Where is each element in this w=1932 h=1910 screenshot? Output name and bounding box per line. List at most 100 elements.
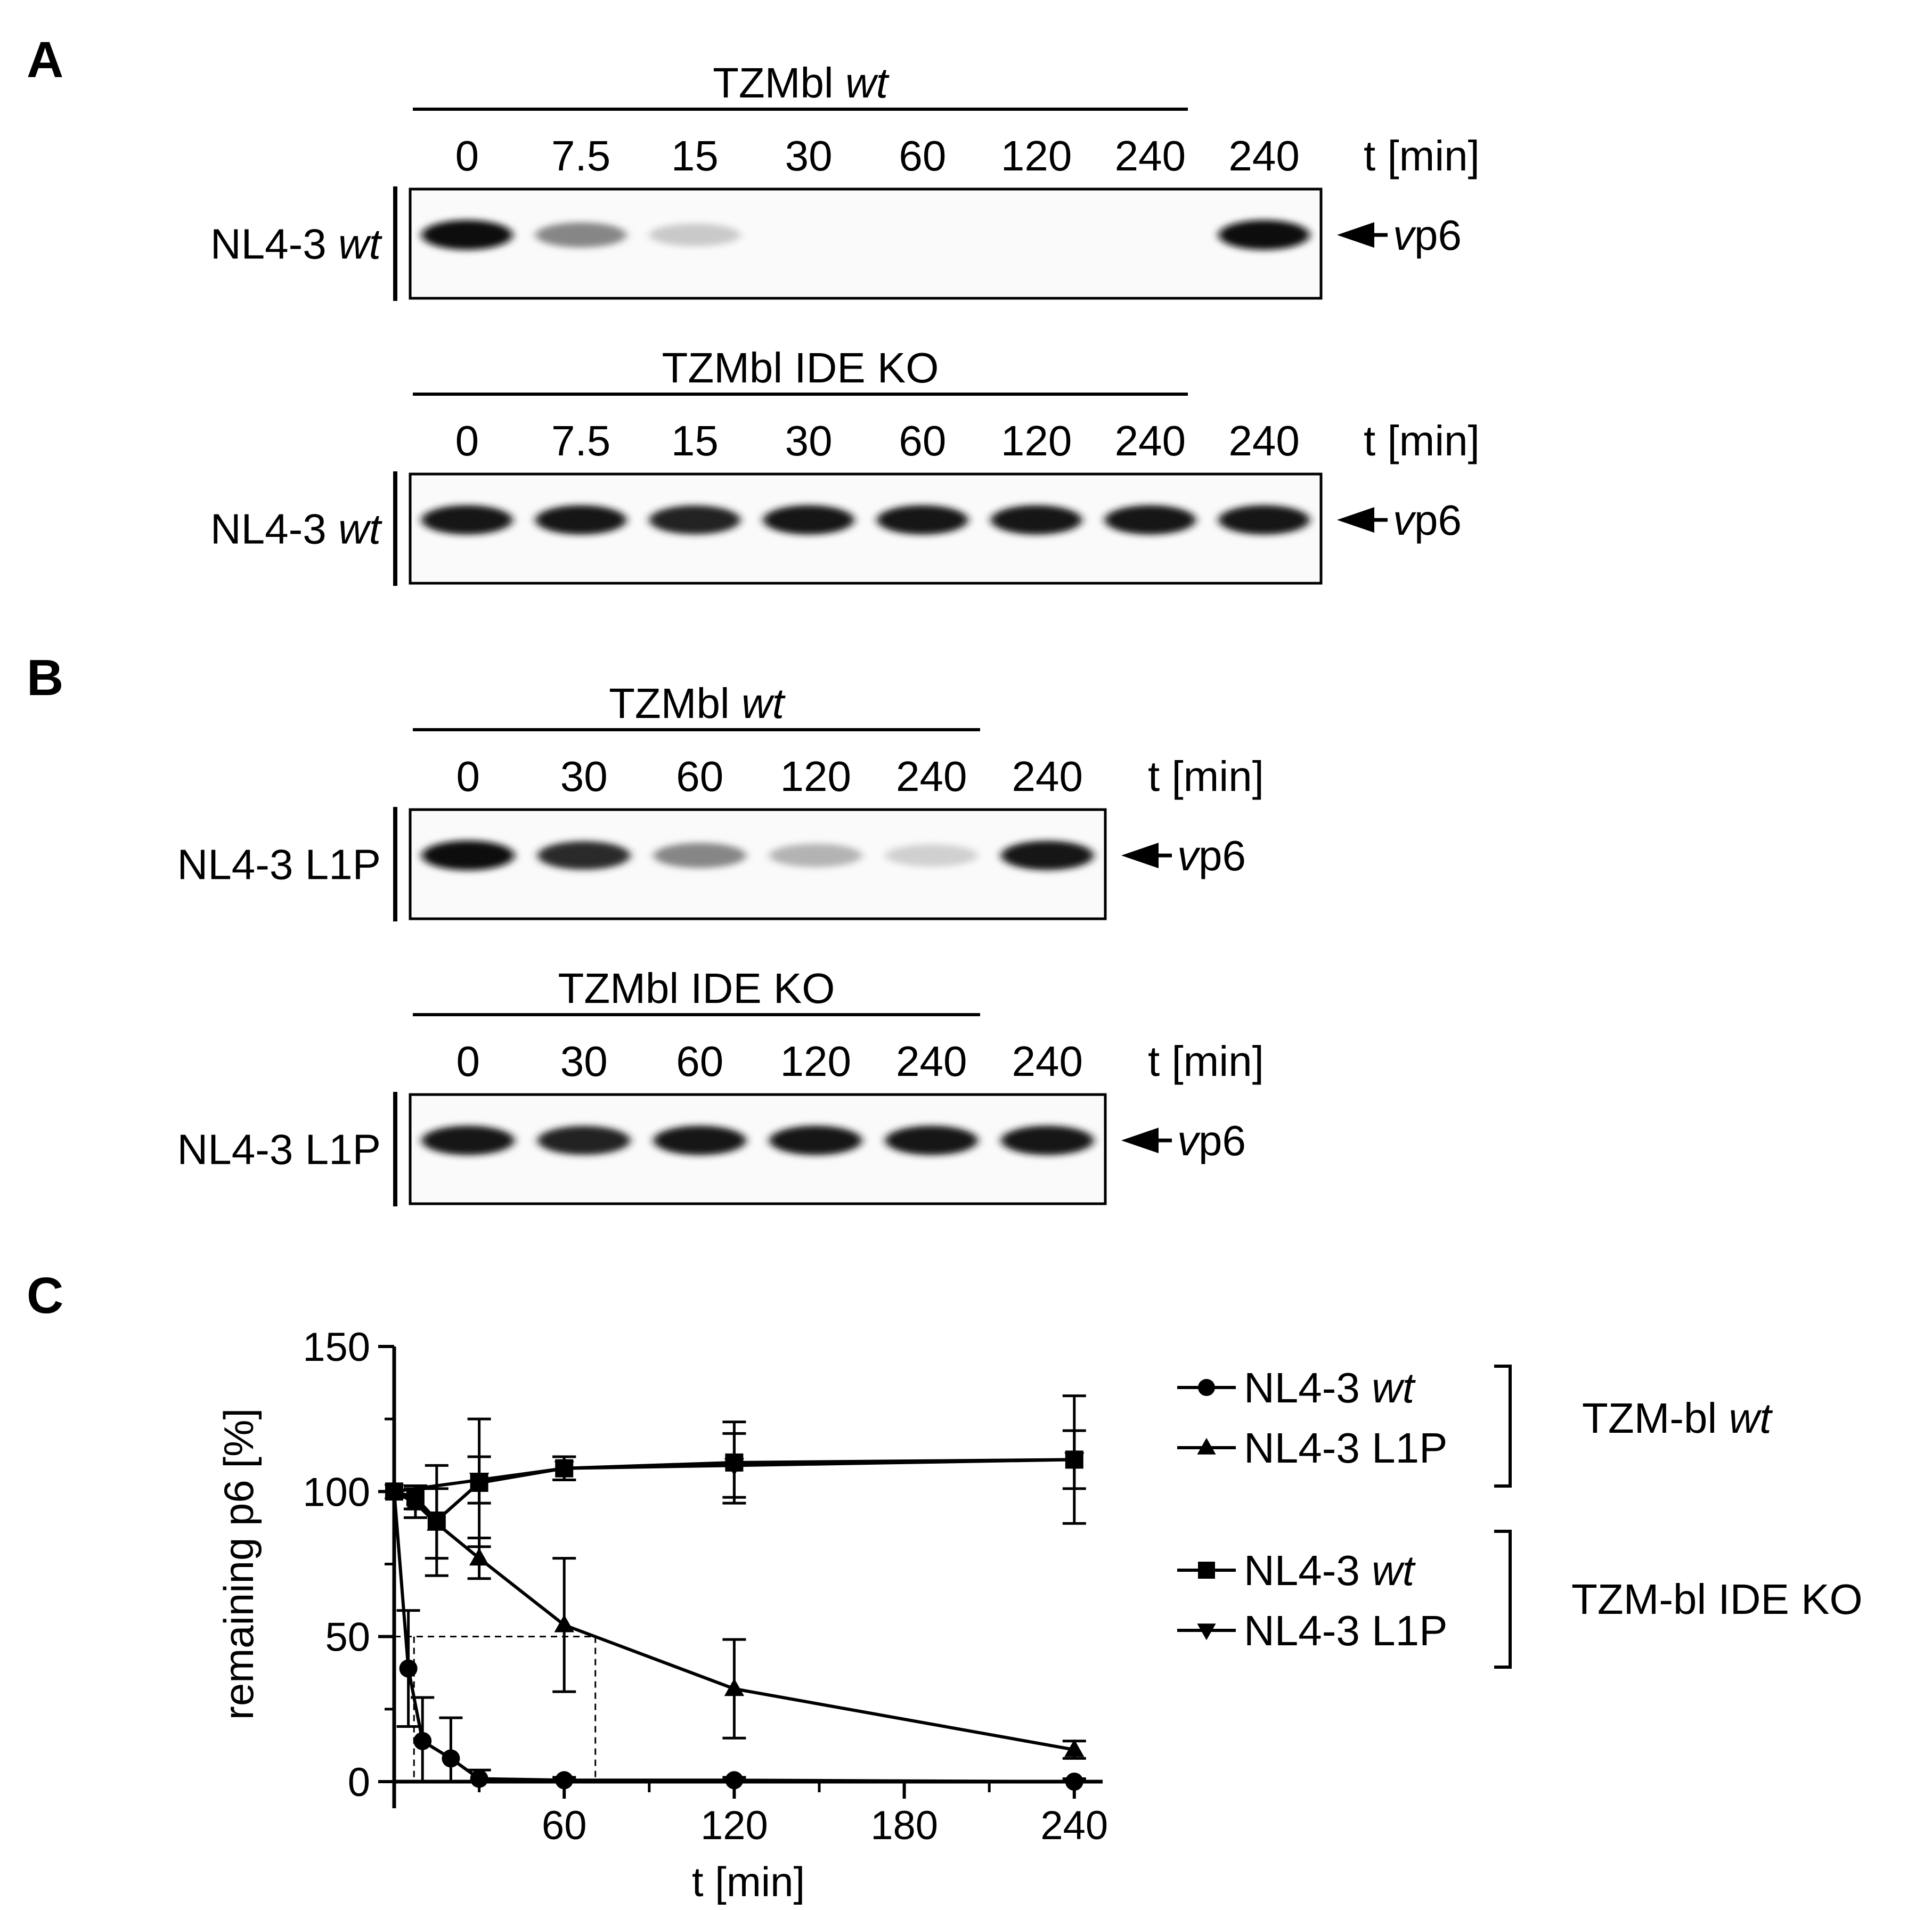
marker-label-em: v: [1177, 1117, 1201, 1164]
data-point-triangle-up: [554, 1614, 574, 1633]
row-label-pre: NL4-3 L1P: [177, 1126, 381, 1173]
blot-header-pre: TZMbl: [609, 680, 741, 727]
data-point-triangle-up: [469, 1548, 490, 1566]
marker-label-post: p6: [1199, 1117, 1246, 1164]
blot-header-pre: TZMbl IDE KO: [662, 344, 939, 391]
blot-header: TZMbl IDE KO: [662, 344, 939, 391]
degradation-chart: 0 50 100 150 60 120 180 240 t [min] remaining p6 …: [215, 1325, 1863, 1905]
series-4: [384, 1429, 1086, 1505]
legend-label-pre: NL4-3: [1244, 1364, 1372, 1411]
lane-label: 0: [455, 132, 479, 179]
x-tick-label: 240: [1040, 1803, 1108, 1848]
marker-label-post: p6: [1414, 211, 1462, 259]
row-label-pre: NL4-3: [210, 221, 338, 268]
band-arrow-icon: [1121, 843, 1159, 869]
data-point-square: [406, 1488, 425, 1507]
y-tick-label: 100: [303, 1470, 370, 1515]
lane-label: 240: [896, 1038, 967, 1085]
legend-label: NL4-3 wt: [1244, 1364, 1416, 1411]
x-tick-label: 60: [542, 1803, 587, 1848]
lane-label: 120: [780, 753, 851, 800]
blot-header: TZMbl IDE KO: [558, 965, 835, 1012]
blot-band: [421, 1125, 515, 1155]
lane-label: 240: [1012, 753, 1083, 800]
blot-band: [877, 505, 968, 535]
marker-label-em: v: [1393, 496, 1416, 544]
lane-label: 30: [785, 132, 833, 179]
blot-band: [769, 1125, 862, 1155]
lane-label: 240: [896, 753, 967, 800]
blot-header: TZMbl wt: [713, 59, 890, 107]
series-line: [393, 1491, 1074, 1783]
blot-3: TZMbl wt 0 30 60 120 240 240 t [min] NL4-3 L1P vp…: [177, 680, 1264, 921]
data-point-circle: [399, 1659, 418, 1678]
blot-header-em: wt: [741, 680, 786, 727]
data-point-circle: [442, 1749, 460, 1768]
lane-label: 30: [560, 753, 608, 800]
lane-label: 60: [676, 1038, 723, 1085]
blot-band: [421, 505, 513, 535]
data-point-triangle-up: [1064, 1739, 1085, 1757]
data-point-triangle-down: [469, 1472, 490, 1491]
legend-label: NL4-3 L1P: [1244, 1607, 1447, 1654]
data-point-square: [427, 1511, 446, 1530]
lane-label: 240: [1228, 417, 1299, 464]
data-point-triangle-down: [1197, 1623, 1216, 1640]
blot-band: [1218, 220, 1310, 250]
y-tick-label: 50: [325, 1615, 370, 1660]
legend-group-bracket: [1494, 1365, 1512, 1488]
legend-label-pre: NL4-3 L1P: [1244, 1424, 1447, 1472]
time-unit-label: t [min]: [1148, 1038, 1264, 1085]
blot-band: [537, 841, 631, 870]
marker-label-post: p6: [1199, 832, 1246, 879]
blot-band: [1104, 505, 1196, 535]
row-label: NL4-3 wt: [210, 505, 382, 553]
time-unit-label: t [min]: [1364, 417, 1480, 464]
blot-membrane: [409, 808, 1107, 920]
data-point-circle: [725, 1771, 744, 1790]
marker-label: vp6: [1393, 496, 1462, 544]
blot-band: [1218, 505, 1310, 535]
blot-band: [1001, 840, 1094, 870]
blot-band: [885, 1125, 978, 1155]
legend-label: NL4-3 wt: [1244, 1547, 1416, 1594]
time-unit-label: t [min]: [1148, 753, 1264, 800]
lane-label: 240: [1012, 1038, 1083, 1085]
data-point-circle: [470, 1769, 488, 1788]
lane-label: 240: [1115, 417, 1186, 464]
data-point-square: [1198, 1562, 1215, 1579]
blot-1: TZMbl wt 0 7.5 15 30 60 120 240 240 t [min] NL4-3 …: [210, 59, 1480, 301]
blot-band: [1001, 1125, 1094, 1155]
blot-band: [535, 222, 627, 248]
blot-2: TZMbl IDE KO 0 7.5 15 30 60 120 240 240 t [min] NL…: [210, 344, 1480, 586]
blot-band: [653, 843, 746, 868]
blot-band: [885, 844, 978, 867]
legend-group-label: TZM-bl IDE KO: [1571, 1576, 1863, 1623]
lane-label: 7.5: [551, 417, 610, 464]
lane-label: 0: [455, 417, 479, 464]
lane-label: 120: [1001, 417, 1072, 464]
row-label: NL4-3 wt: [210, 221, 382, 268]
marker-label-em: v: [1177, 832, 1201, 879]
y-axis-title: remaining p6 [%]: [215, 1408, 262, 1720]
legend-label-em: wt: [1372, 1547, 1416, 1594]
blot-band: [535, 505, 627, 535]
row-label: NL4-3 L1P: [177, 1126, 381, 1173]
western-blots: TZMbl wt 0 7.5 15 30 60 120 240 240 t [min] NL4-3 …: [177, 59, 1480, 1206]
blot-membrane: [409, 1093, 1107, 1205]
y-tick-label: 150: [303, 1325, 370, 1370]
lane-label: 240: [1115, 132, 1186, 179]
row-label-em: wt: [338, 221, 382, 268]
row-label-em: wt: [338, 505, 382, 553]
blot-band: [537, 1125, 631, 1155]
lane-label: 60: [899, 132, 946, 179]
data-point-triangle-up: [1197, 1438, 1216, 1455]
row-label-pre: NL4-3: [210, 505, 338, 553]
blot-band: [649, 505, 740, 535]
blot-4: TZMbl IDE KO 0 30 60 120 240 240 t [min] NL4-3 L…: [177, 965, 1264, 1206]
legend-group-label: TZM-bl wt: [1582, 1394, 1773, 1442]
series-2: [384, 1481, 1086, 1760]
legend-group-label-pre: TZM-bl IDE KO: [1571, 1576, 1863, 1623]
blot-band: [649, 223, 740, 247]
